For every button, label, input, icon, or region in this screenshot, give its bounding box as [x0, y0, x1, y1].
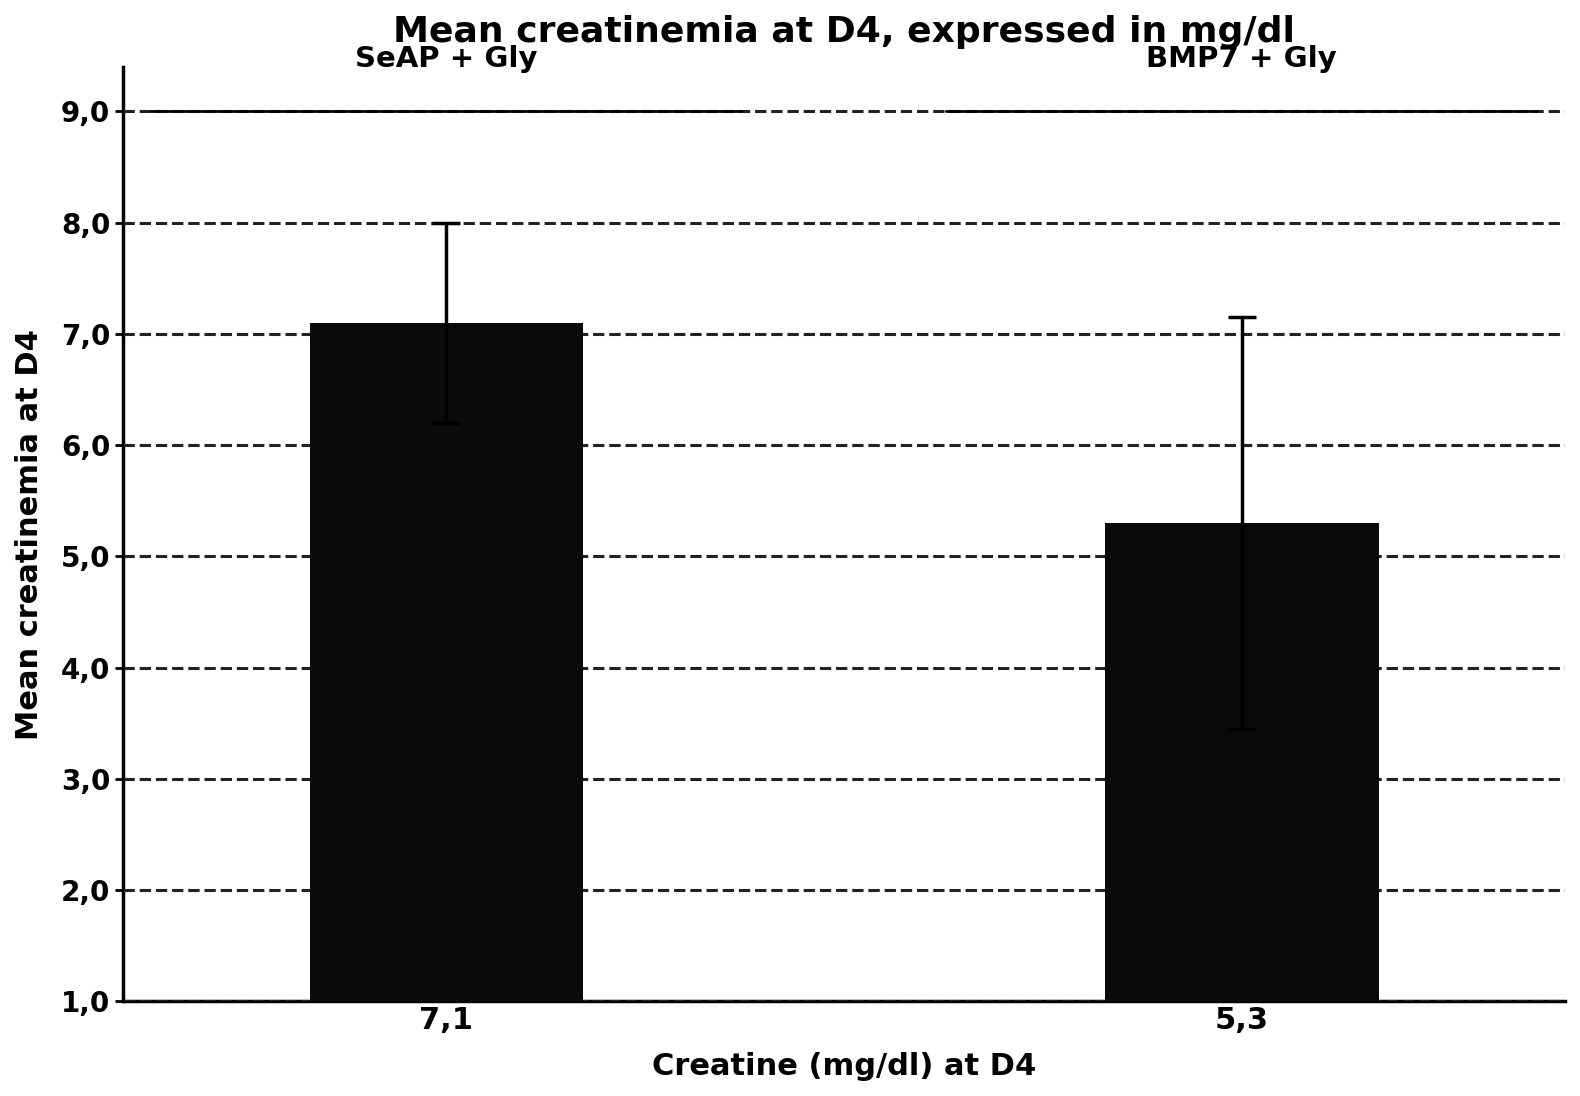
Text: BMP7 + Gly: BMP7 + Gly [1147, 45, 1337, 72]
Bar [1104, 523, 1379, 1002]
Title: Mean creatinemia at D4, expressed in mg/dl: Mean creatinemia at D4, expressed in mg/… [393, 15, 1296, 49]
Text: SeAP + Gly: SeAP + Gly [356, 45, 537, 72]
Bar [310, 323, 583, 1002]
X-axis label: Creatine (mg/dl) at D4: Creatine (mg/dl) at D4 [653, 1052, 1036, 1081]
Y-axis label: Mean creatinemia at D4: Mean creatinemia at D4 [14, 329, 44, 740]
